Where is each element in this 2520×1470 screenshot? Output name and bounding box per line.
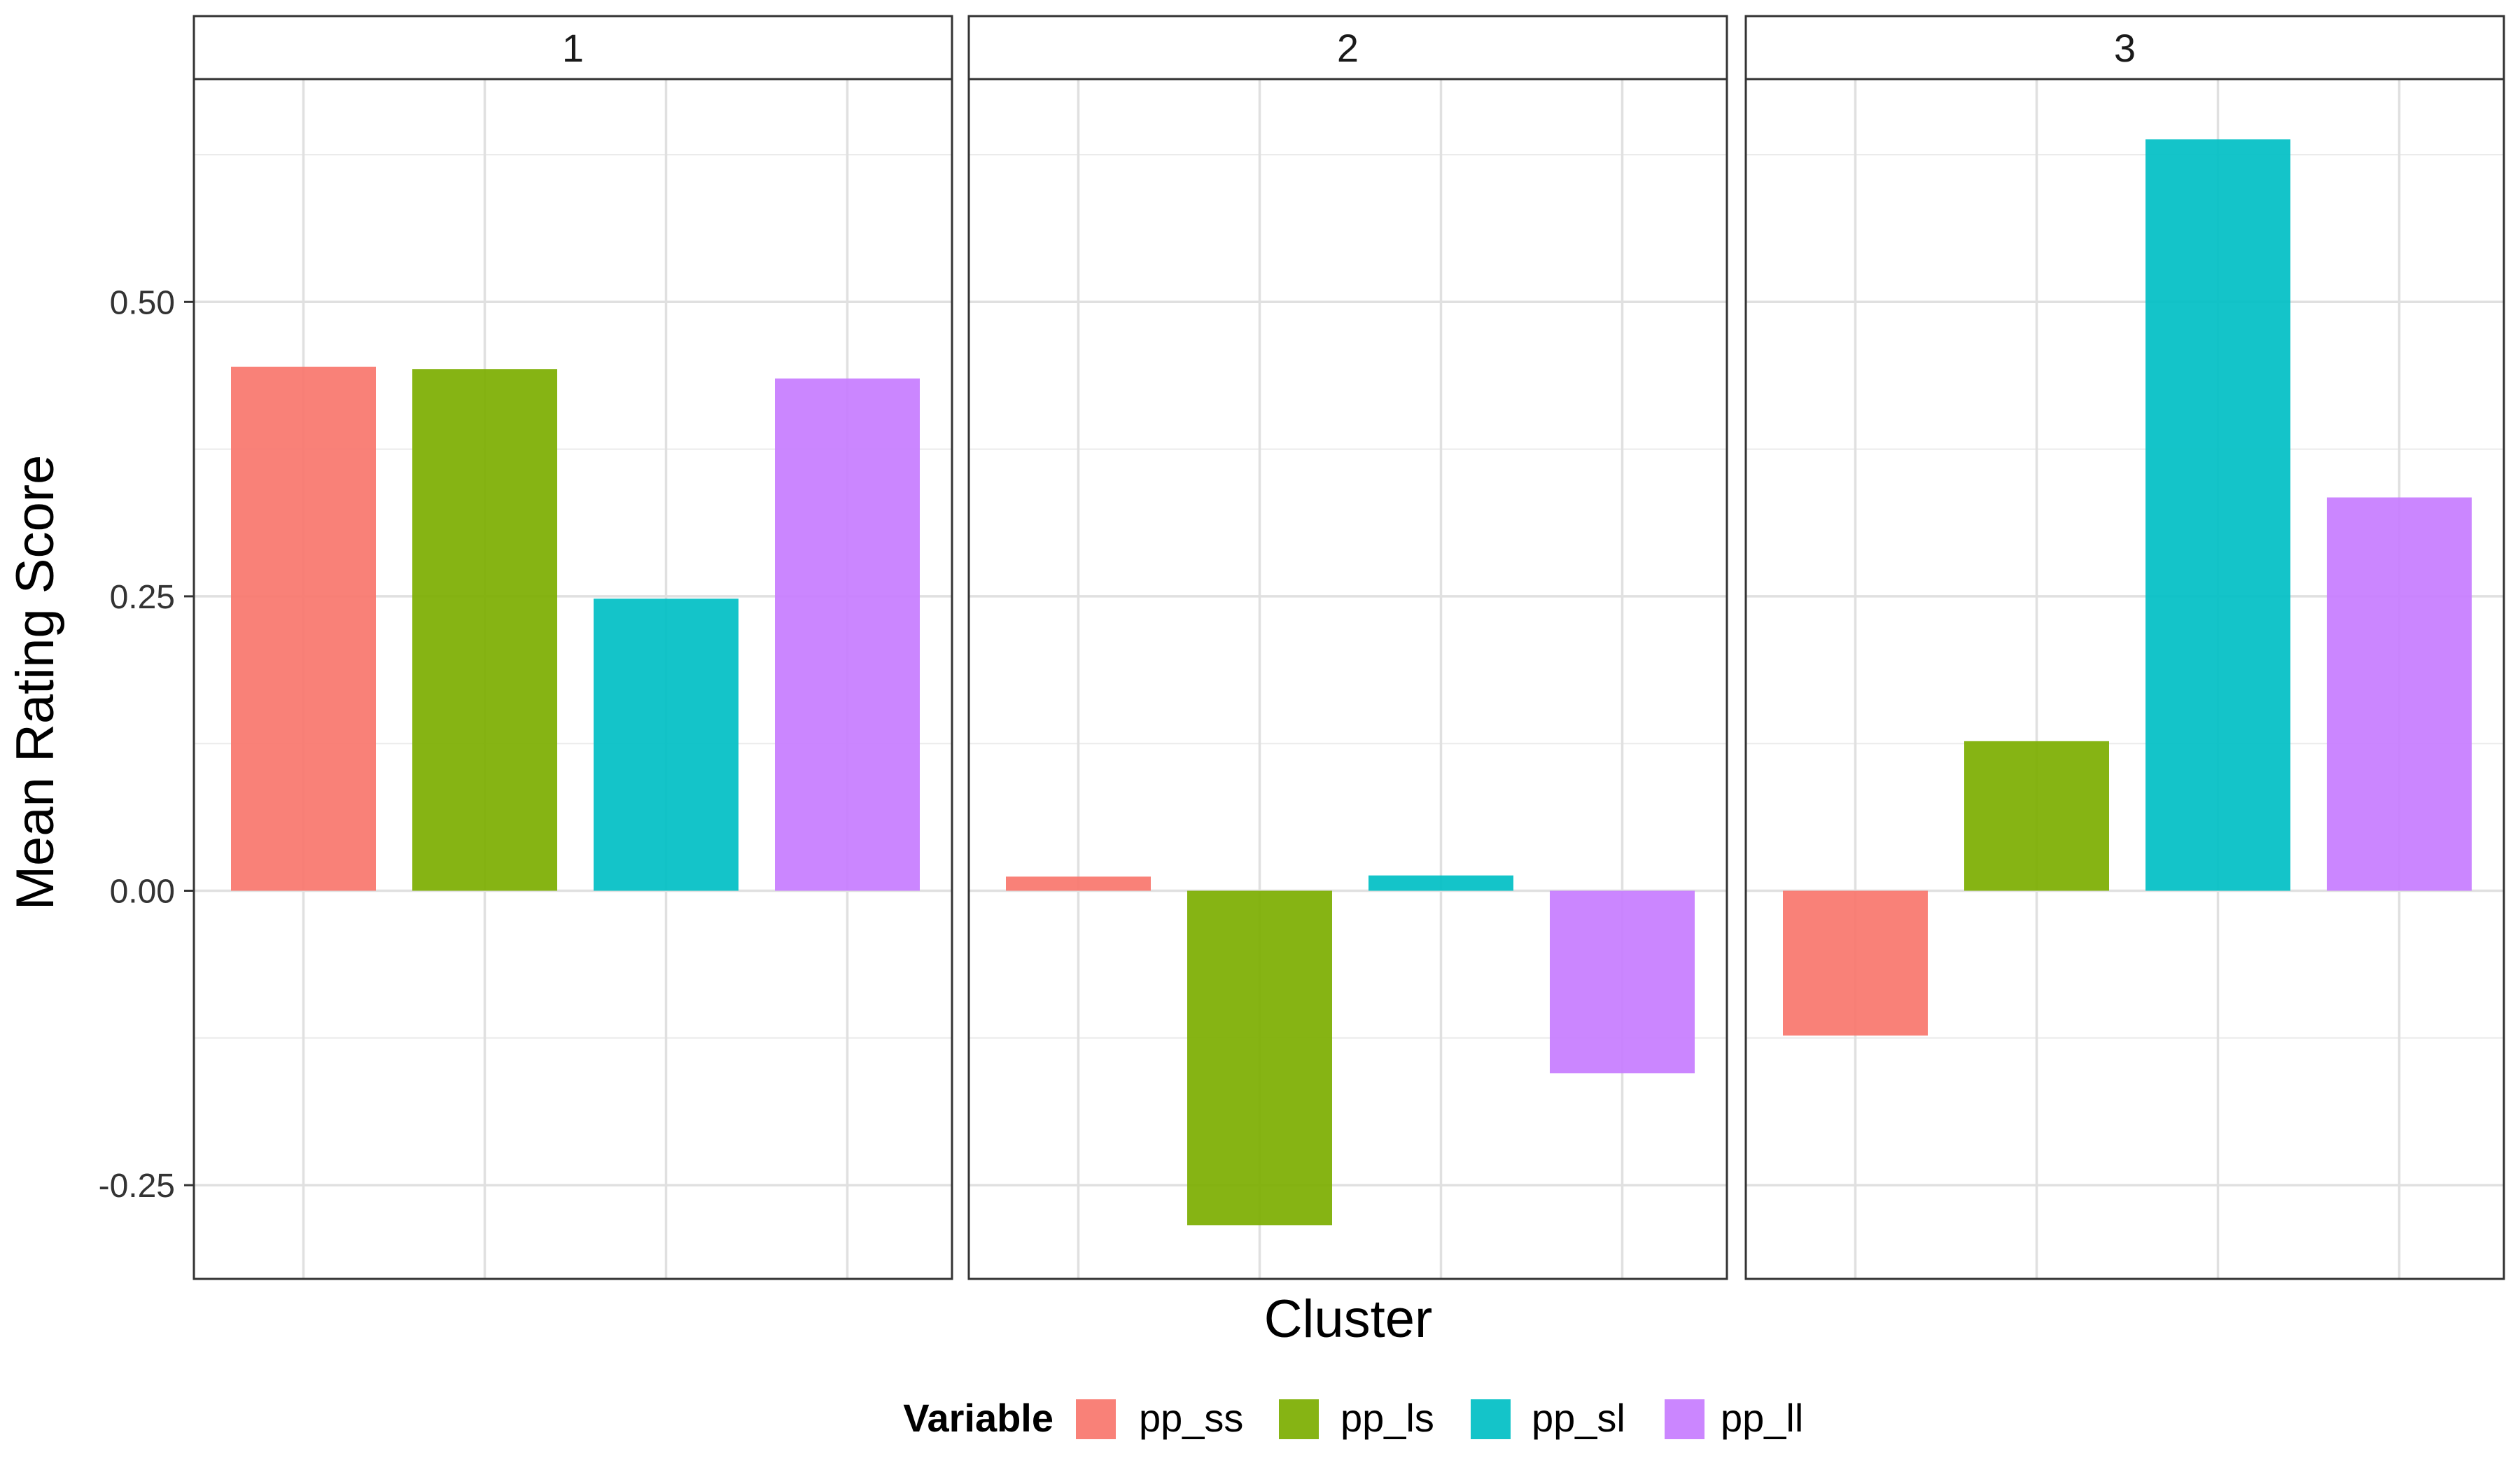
- y-tick-label: 0.00: [110, 874, 175, 911]
- bar-pp_sl-cluster-3: [2146, 139, 2290, 891]
- legend-swatch-pp_ss: [1076, 1399, 1116, 1439]
- y-axis-title: Mean Rating Score: [6, 455, 65, 911]
- y-tick-label: 0.25: [110, 579, 175, 616]
- panel-border: [967, 78, 1728, 1280]
- facet-panel-3: 3: [1744, 15, 2505, 1280]
- bar-pp_sl-cluster-1: [594, 598, 738, 891]
- facet-strip: [192, 15, 953, 80]
- bar-pp_ss-cluster-2: [1006, 876, 1151, 891]
- bar-pp_ls-cluster-3: [1964, 741, 2109, 891]
- bar-pp_sl-cluster-2: [1368, 875, 1513, 891]
- legend-swatch-pp_sl: [1471, 1399, 1511, 1439]
- bar-pp_ss-cluster-3: [1783, 890, 1928, 1036]
- y-axis: -0.25 0.00 0.25 0.50: [99, 284, 194, 1205]
- legend-title: Variable: [903, 1396, 1054, 1440]
- facet-strip-label: 1: [562, 26, 584, 70]
- panels-layer: 1 2 3: [192, 15, 2505, 1280]
- bar-pp_ll-cluster-3: [2327, 497, 2472, 891]
- panel-border: [192, 78, 953, 1280]
- bar-pp_ls-cluster-2: [1187, 890, 1332, 1226]
- legend-swatch-pp_ll: [1665, 1399, 1704, 1439]
- x-axis-title: Cluster: [1264, 1289, 1433, 1349]
- bar-pp_ll-cluster-2: [1550, 890, 1695, 1074]
- facet-panel-2: 2: [967, 15, 1728, 1280]
- legend-label-pp_ss: pp_ss: [1139, 1396, 1243, 1440]
- panel-border: [1744, 78, 2505, 1280]
- y-tick-label: 0.50: [110, 284, 175, 321]
- bar-pp_ll-cluster-1: [775, 378, 920, 891]
- bar-pp_ss-cluster-1: [231, 366, 376, 891]
- bar-pp_ls-cluster-1: [412, 369, 557, 891]
- facet-strip: [1744, 15, 2505, 80]
- legend-label-pp_sl: pp_sl: [1532, 1396, 1625, 1440]
- facet-strip-label: 3: [2114, 26, 2136, 70]
- facet-strip-label: 2: [1337, 26, 1359, 70]
- legend: Variable pp_ss pp_ls pp_sl pp_ll: [903, 1396, 1803, 1440]
- legend-label-pp_ll: pp_ll: [1721, 1396, 1803, 1440]
- legend-swatch-pp_ls: [1279, 1399, 1319, 1439]
- facet-panel-1: 1: [192, 15, 953, 1280]
- legend-label-pp_ls: pp_ls: [1340, 1396, 1434, 1440]
- y-tick-label: -0.25: [99, 1168, 175, 1205]
